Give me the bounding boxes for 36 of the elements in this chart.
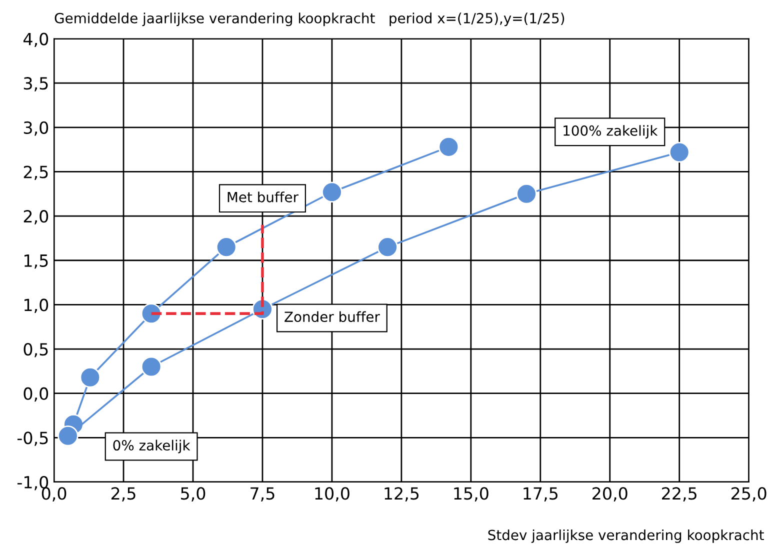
x-tick-label: 15,0 [454,487,488,502]
point [322,182,342,203]
y-tick-label: 2,5 [24,166,48,180]
point [377,236,398,258]
point [438,136,460,158]
y-tick-label: 2,0 [24,210,48,224]
annotation: Zonder buffer [284,311,380,322]
annotation: 100% zakelijk [564,125,658,139]
point [216,236,237,258]
x-tick-label: 5,0 [181,487,206,502]
point [668,142,690,163]
x-tick-label: 7,5 [250,487,274,502]
annotation: 0% zakelijk [113,440,190,454]
y-tick-label: 3,5 [24,77,48,92]
chart-title: Gemiddelde jaarlijkse verandering koopkracht period x=(1/25),y=(1/25) [54,12,564,26]
y-tick-label: 0,0 [24,387,48,402]
point [516,183,537,204]
x-tick-label: 22,5 [662,487,696,502]
y-tick-label: 1,5 [24,254,48,269]
x-tick-label: 25,0 [732,487,766,502]
y-tick-label: 0,5 [24,342,48,358]
y-tick-label: -0,5 [17,432,48,446]
x-axis-title: Stdev jaarlijkse verandering koopkracht [488,529,764,543]
point [140,303,162,324]
x-tick-label: 20,0 [592,487,628,502]
x-tick-label: 17,5 [524,487,558,502]
point [58,425,78,446]
point [140,356,162,378]
x-tick-label: 10,0 [315,487,350,502]
x-tick-label: 2,5 [111,487,136,502]
annotation: Met buffer [228,192,298,202]
y-tick-label: 1,0 [24,298,48,313]
point [80,366,101,388]
y-tick-label: 3,0 [24,121,48,136]
y-tick-label: 4,0 [23,32,48,48]
x-tick-label: 12,5 [384,487,419,502]
